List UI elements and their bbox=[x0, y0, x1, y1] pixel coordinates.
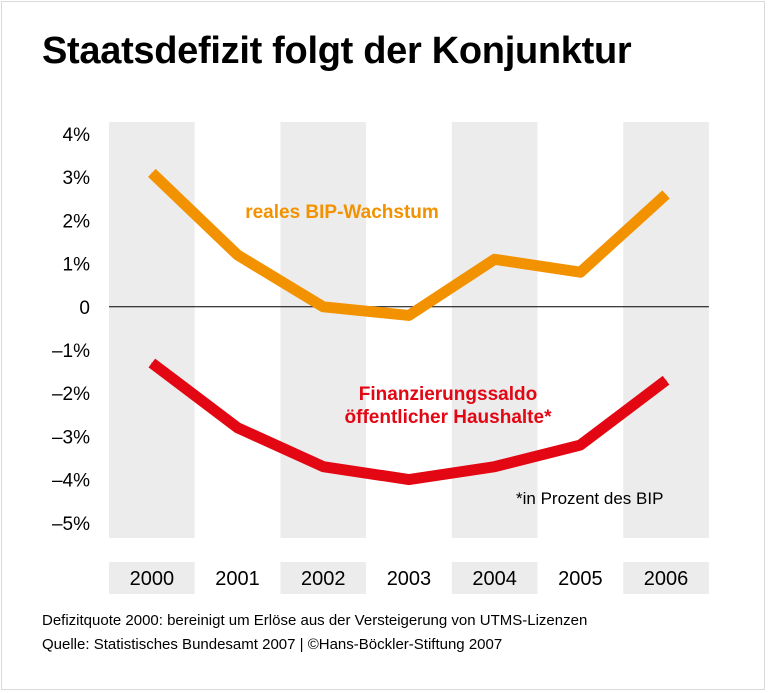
data-point bbox=[322, 306, 324, 308]
x-tick-label-2000: 2000 bbox=[130, 568, 175, 590]
data-point bbox=[494, 258, 496, 260]
year-band-2002 bbox=[280, 562, 367, 594]
y-tick-label: –2% bbox=[52, 384, 90, 405]
series-label-saldo: öffentlicher Haushalte* bbox=[345, 407, 553, 428]
y-tick-label: –3% bbox=[52, 427, 90, 448]
column-band-2000 bbox=[109, 122, 195, 538]
series-line-bip bbox=[148, 168, 670, 321]
data-point bbox=[151, 172, 153, 174]
data-point bbox=[237, 427, 239, 429]
data-point bbox=[322, 466, 324, 468]
x-axis-year-labels: 2000 2001 2002 2003 2004 2005 2006 bbox=[130, 568, 689, 590]
y-tick-label: 3% bbox=[63, 168, 91, 189]
y-tick-label: –5% bbox=[52, 514, 90, 535]
y-tick-label: 1% bbox=[63, 255, 91, 276]
footer-note: Defizitquote 2000: bereinigt um Erlöse a… bbox=[42, 612, 588, 629]
x-tick-label-2006: 2006 bbox=[644, 568, 689, 590]
data-point bbox=[579, 444, 581, 446]
data-point bbox=[408, 479, 410, 481]
y-tick-label: 4% bbox=[63, 125, 91, 146]
year-label-bands bbox=[109, 562, 709, 594]
year-band-2004 bbox=[451, 562, 538, 594]
y-tick-label: 0 bbox=[79, 298, 90, 319]
series-label-bip: reales BIP-Wachstum bbox=[245, 202, 439, 223]
data-point bbox=[665, 193, 667, 195]
y-tick-label: –4% bbox=[52, 471, 90, 492]
data-point bbox=[237, 254, 239, 256]
footer-source: Quelle: Statistisches Bundesamt 2007 | ©… bbox=[42, 636, 503, 653]
x-tick-label-2004: 2004 bbox=[472, 568, 517, 590]
data-point bbox=[665, 379, 667, 381]
data-point bbox=[494, 466, 496, 468]
x-tick-label-2005: 2005 bbox=[558, 568, 603, 590]
series-lines bbox=[148, 168, 670, 486]
y-tick-label: 2% bbox=[63, 211, 91, 232]
x-tick-label-2003: 2003 bbox=[387, 568, 432, 590]
data-point bbox=[151, 362, 153, 364]
year-band-2000 bbox=[109, 562, 195, 594]
x-tick-label-2002: 2002 bbox=[301, 568, 346, 590]
data-point bbox=[579, 271, 581, 273]
column-band-2006 bbox=[623, 122, 709, 538]
chart-title: Staatsdefizit folgt der Konjunktur bbox=[42, 30, 632, 72]
y-tick-label: –1% bbox=[52, 341, 90, 362]
footnote-annotation: *in Prozent des BIP bbox=[516, 489, 663, 508]
column-bands bbox=[109, 122, 709, 538]
series-label-saldo: Finanzierungssaldo bbox=[359, 384, 537, 405]
data-point bbox=[408, 314, 410, 316]
y-axis-tick-labels: 4% 3% 2% 1% 0 –1% –2% –3% –4% –5% bbox=[52, 125, 90, 535]
x-tick-label-2001: 2001 bbox=[215, 568, 260, 590]
year-band-2006 bbox=[623, 562, 709, 594]
series-labels: reales BIP-Wachstum Finanzierungssaldoöff… bbox=[245, 202, 552, 428]
